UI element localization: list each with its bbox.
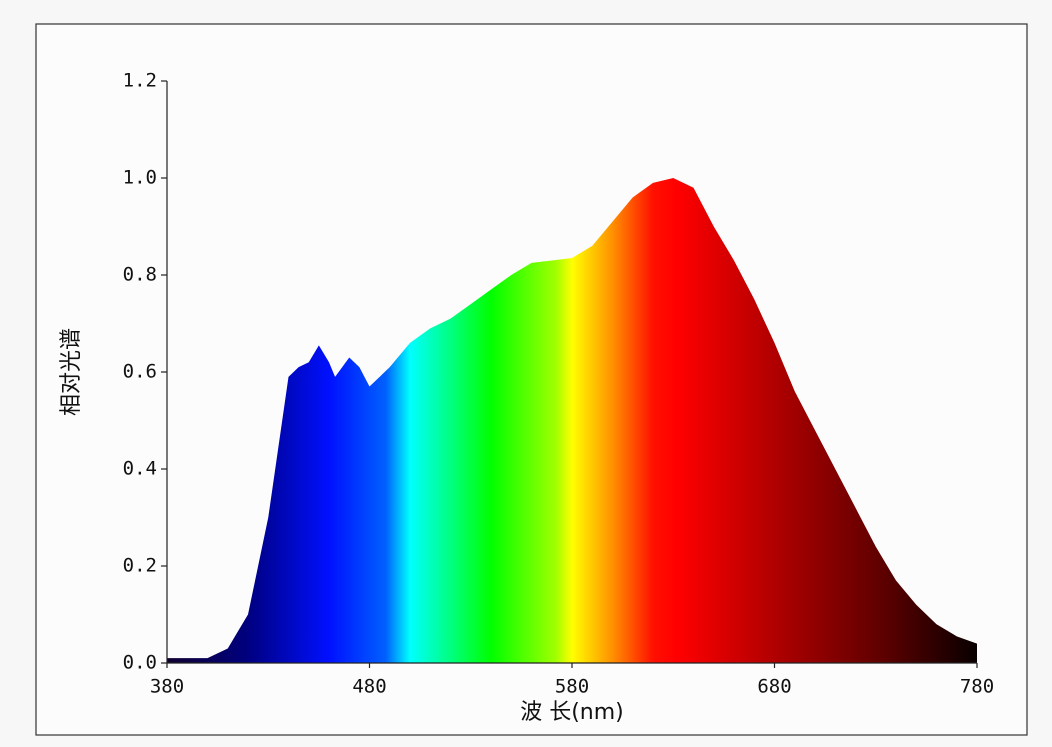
y-tick-label: 0.2 — [123, 555, 157, 577]
x-tick-label: 780 — [960, 676, 994, 698]
y-tick-label: 0.6 — [123, 361, 157, 383]
spectrum-area — [167, 178, 977, 663]
y-tick-label: 0.4 — [123, 458, 157, 480]
y-axis-label: 相对光谱 — [59, 328, 84, 416]
x-tick-label: 480 — [352, 676, 386, 698]
y-tick-label: 0.8 — [123, 264, 157, 286]
x-axis-label: 波 长(nm) — [520, 700, 624, 725]
y-tick-label: 1.0 — [123, 167, 157, 189]
y-tick-label: 0.0 — [123, 652, 157, 674]
x-tick-label: 380 — [150, 676, 184, 698]
x-tick-label: 680 — [757, 676, 791, 698]
y-tick-label: 1.2 — [123, 70, 157, 92]
x-tick-label: 580 — [555, 676, 589, 698]
